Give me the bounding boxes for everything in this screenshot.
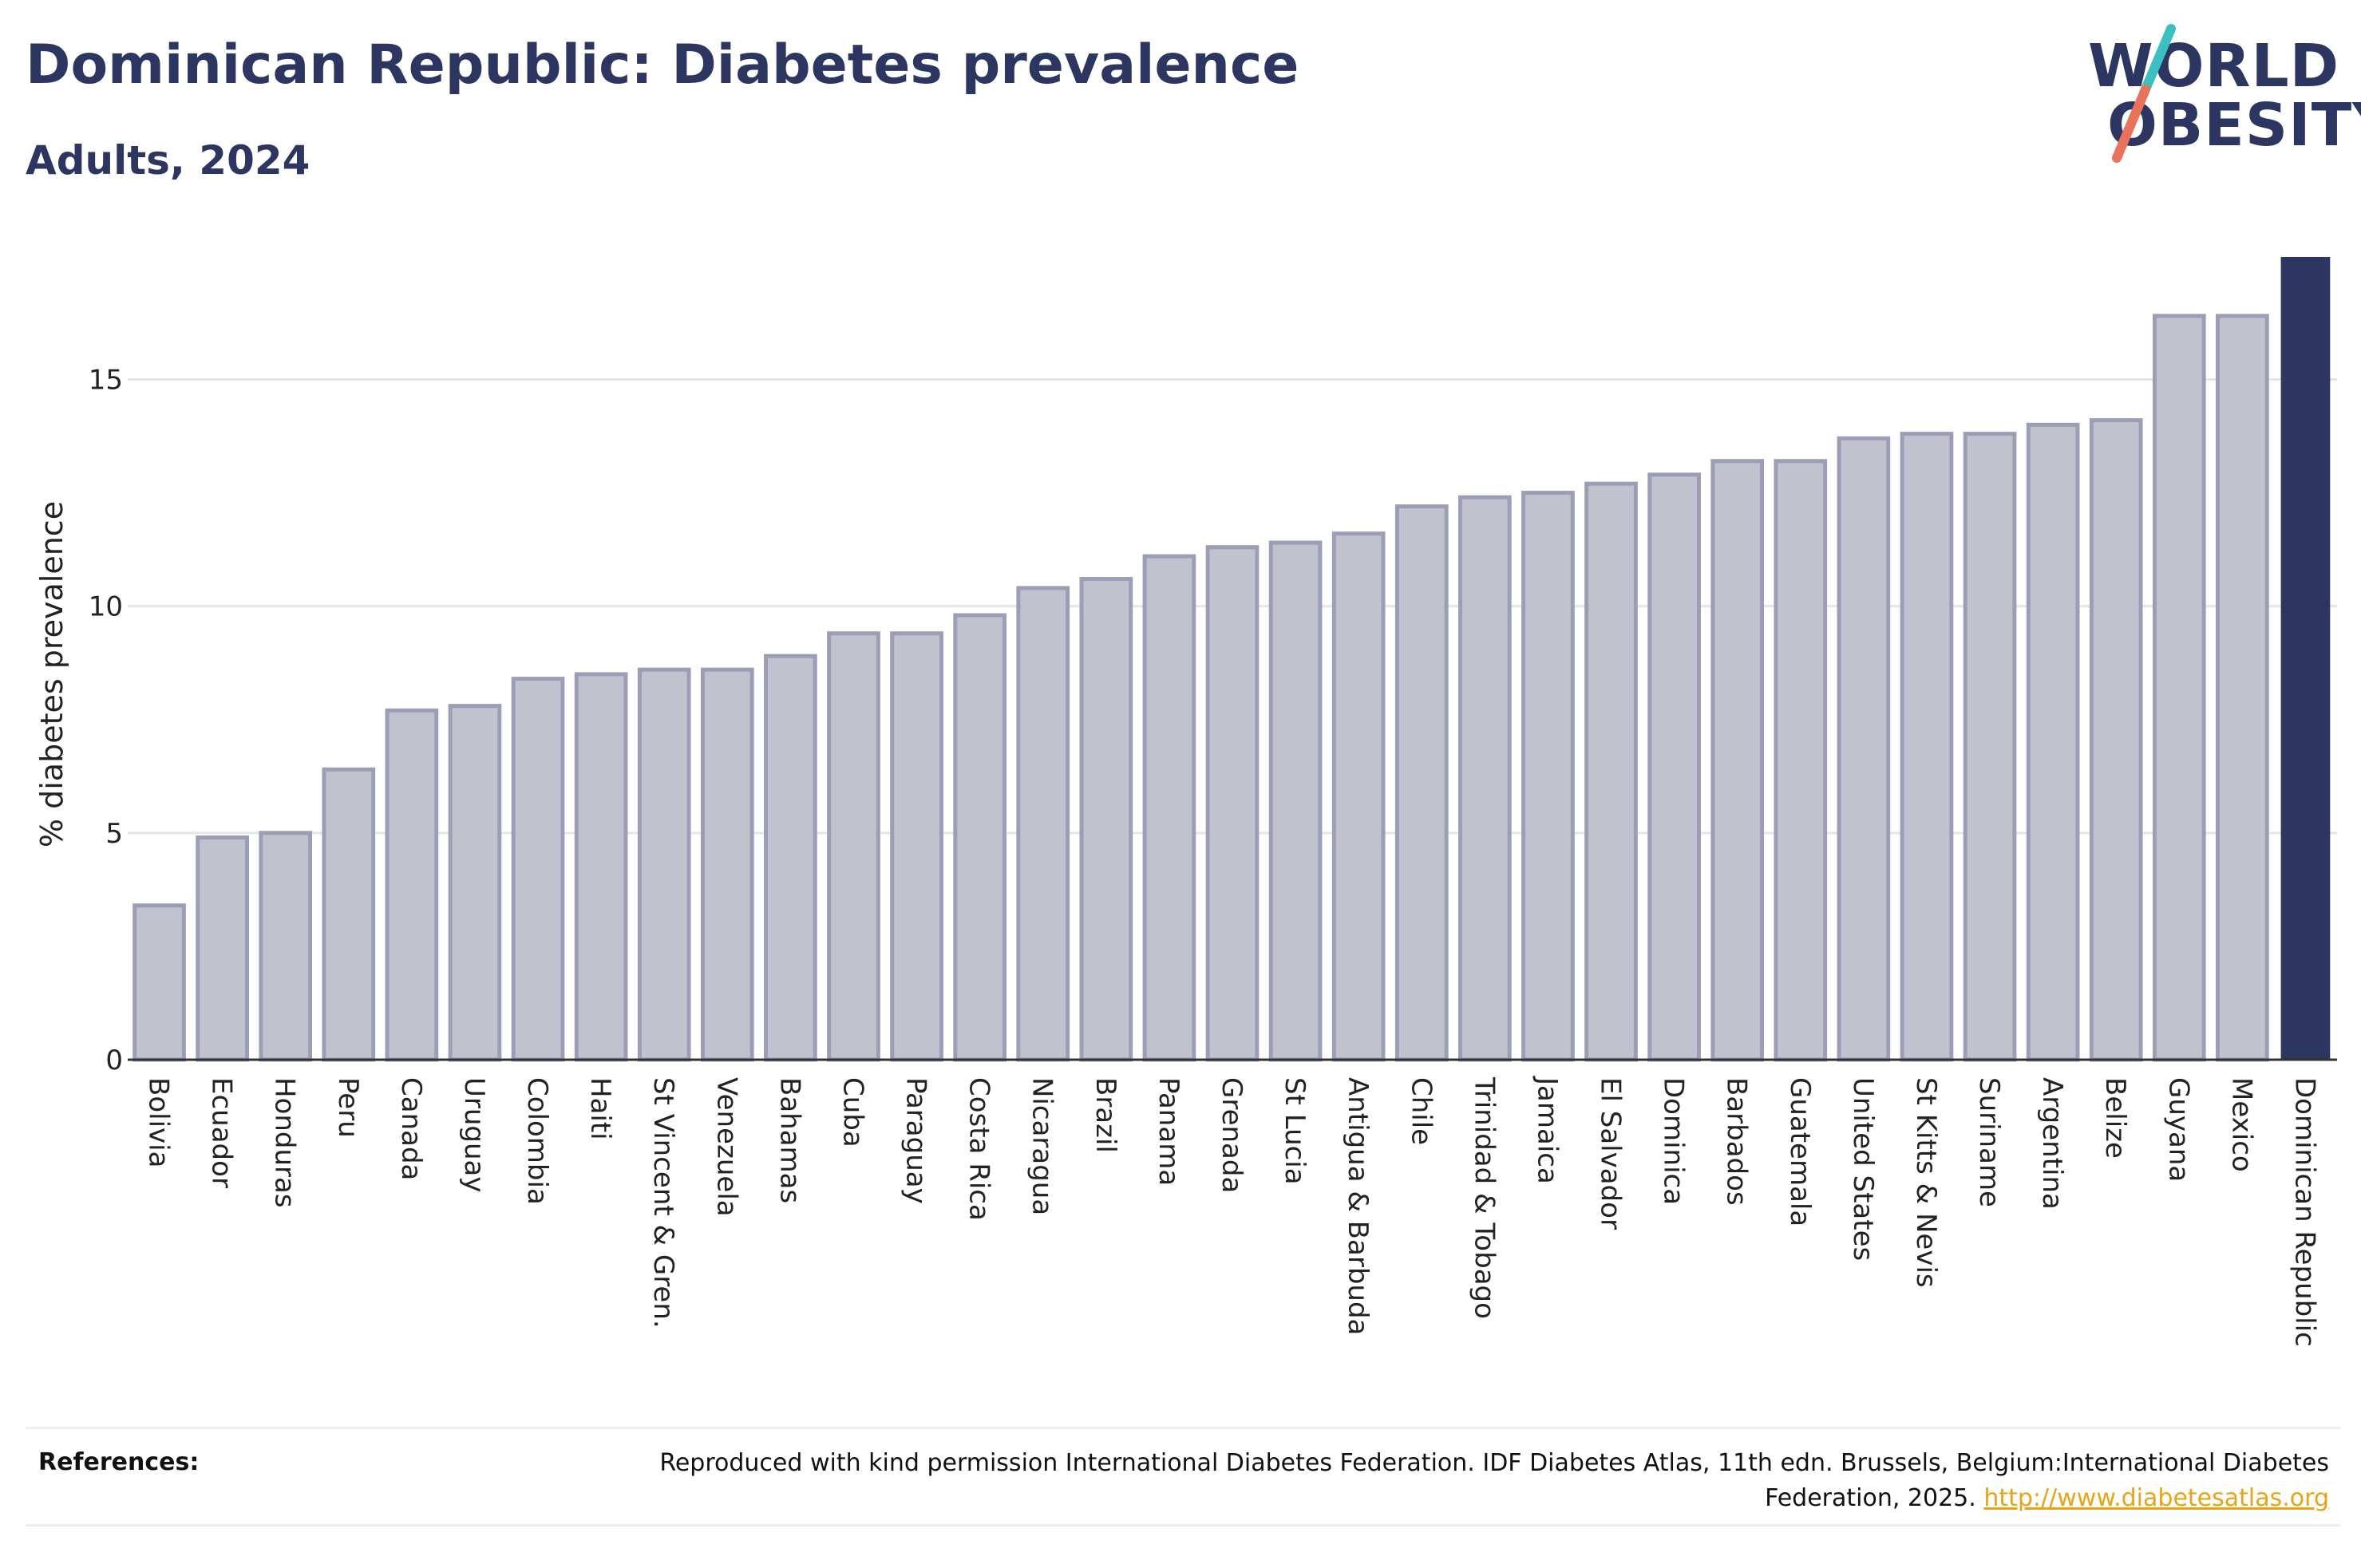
bar-uruguay — [448, 704, 502, 1062]
references-link[interactable]: http://www.diabetesatlas.org — [1983, 1484, 2329, 1512]
bar-jamaica — [1521, 491, 1575, 1062]
bar-haiti — [574, 672, 628, 1062]
x-tick-label-st-lucia: St Lucia — [1279, 1077, 1311, 1185]
bar-paraguay — [890, 631, 943, 1062]
bar-grenada — [1205, 545, 1260, 1062]
bar-antigua-barbuda — [1331, 531, 1386, 1062]
x-tick-label-guyana: Guyana — [2162, 1077, 2194, 1182]
x-tick-label-jamaica: Jamaica — [1531, 1076, 1563, 1184]
bar-united-states — [1837, 436, 1891, 1062]
x-tick-label-chile: Chile — [1405, 1077, 1437, 1145]
x-tick-label-ecuador: Ecuador — [206, 1077, 238, 1188]
bar-ecuador — [196, 835, 249, 1062]
y-tick-label-0: 0 — [105, 1045, 123, 1076]
chart-subtitle: Adults, 2024 — [26, 137, 310, 184]
y-tick-label-10: 10 — [89, 591, 123, 623]
x-tick-label-el-salvador: El Salvador — [1595, 1077, 1627, 1230]
bar-mexico — [2216, 314, 2269, 1062]
x-tick-label-canada: Canada — [395, 1077, 427, 1180]
bar-nicaragua — [1016, 586, 1070, 1062]
x-tick-label-suriname: Suriname — [1973, 1077, 2005, 1207]
x-tick-label-honduras: Honduras — [269, 1077, 301, 1208]
x-tick-label-paraguay: Paraguay — [900, 1077, 932, 1204]
x-tick-label-guatemala: Guatemala — [1784, 1077, 1816, 1226]
bar-st-lucia — [1268, 540, 1323, 1062]
bar-argentina — [2026, 422, 2080, 1062]
footer-divider-top — [26, 1427, 2340, 1429]
y-tick-label-15: 15 — [89, 364, 123, 396]
bar-guatemala — [1774, 459, 1828, 1062]
references-text: Reproduced with kind permission Internat… — [653, 1446, 2329, 1516]
x-tick-label-dominican-republic: Dominican Republic — [2288, 1077, 2320, 1347]
bar-venezuela — [700, 667, 754, 1062]
x-tick-label-trinidad-tobago: Trinidad & Tobago — [1468, 1076, 1500, 1319]
x-tick-label-uruguay: Uruguay — [458, 1077, 490, 1193]
bar-barbados — [1710, 459, 1765, 1062]
logo-slash-icon — [2112, 24, 2176, 163]
bar-chile — [1394, 504, 1449, 1062]
x-tick-label-costa-rica: Costa Rica — [963, 1077, 995, 1221]
logo-text-obesity: OBESITY — [2107, 91, 2361, 160]
x-tick-label-belize: Belize — [2099, 1077, 2131, 1159]
x-tick-label-st-vincent-gren: St Vincent & Gren. — [647, 1077, 679, 1329]
x-tick-label-barbados: Barbados — [1721, 1077, 1753, 1206]
bar-chart: 0 5 10 15 % diabetes prevalence Bolivia Ecuado… — [34, 257, 2337, 1347]
bar-suriname — [1963, 432, 2017, 1062]
bar-colombia — [511, 677, 565, 1062]
x-tick-label-cuba: Cuba — [836, 1077, 868, 1147]
bar-bolivia — [132, 903, 186, 1062]
chart-title: Dominican Republic: Diabetes prevalence — [26, 34, 1299, 97]
bar-el-salvador — [1584, 481, 1638, 1062]
bar-panama — [1142, 554, 1196, 1062]
bar-st-kitts-nevis — [1900, 432, 1954, 1062]
y-tick-label-5: 5 — [105, 818, 123, 850]
bar-brazil — [1079, 577, 1133, 1062]
x-tick-label-antigua-barbuda: Antigua & Barbuda — [1342, 1077, 1374, 1335]
bar-st-vincent-gren — [637, 667, 691, 1062]
x-tick-label-panama: Panama — [1153, 1077, 1184, 1186]
bar-bahamas — [764, 654, 817, 1062]
logo-text-world: WORLD — [2088, 32, 2340, 101]
bar-guyana — [2152, 314, 2206, 1062]
bar-costa-rica — [953, 613, 1007, 1062]
x-tick-label-argentina: Argentina — [2036, 1077, 2068, 1210]
bar-trinidad-tobago — [1457, 495, 1512, 1062]
x-tick-label-peru: Peru — [332, 1077, 364, 1138]
x-tick-label-bolivia: Bolivia — [143, 1077, 175, 1167]
x-tick-label-brazil: Brazil — [1090, 1077, 1121, 1153]
bar-honduras — [259, 831, 313, 1062]
x-tick-label-haiti: Haiti — [584, 1077, 616, 1140]
bar-belize — [2089, 418, 2143, 1062]
x-tick-label-bahamas: Bahamas — [773, 1077, 805, 1203]
bar-canada — [385, 708, 439, 1062]
x-tick-label-dominica: Dominica — [1658, 1077, 1690, 1205]
x-tick-label-st-kitts-nevis: St Kitts & Nevis — [1910, 1077, 1942, 1288]
x-tick-label-mexico: Mexico — [2225, 1077, 2257, 1172]
bar-dominica — [1647, 472, 1701, 1062]
bar-peru — [322, 767, 376, 1062]
x-tick-label-united-states: United States — [1847, 1077, 1879, 1261]
references-body: Reproduced with kind permission Internat… — [659, 1449, 2329, 1512]
y-axis-label: % diabetes prevalence — [34, 501, 69, 847]
references-label: References: — [38, 1448, 200, 1476]
world-obesity-logo: WORLD OBESITY — [2075, 22, 2361, 174]
bar-dominican-republic — [2280, 257, 2331, 1060]
x-tick-label-colombia: Colombia — [521, 1077, 553, 1205]
x-tick-label-grenada: Grenada — [1216, 1077, 1248, 1193]
x-tick-label-venezuela: Venezuela — [710, 1077, 742, 1217]
x-tick-label-nicaragua: Nicaragua — [1026, 1077, 1058, 1215]
bar-cuba — [827, 631, 880, 1062]
footer-divider-bottom — [26, 1524, 2340, 1527]
